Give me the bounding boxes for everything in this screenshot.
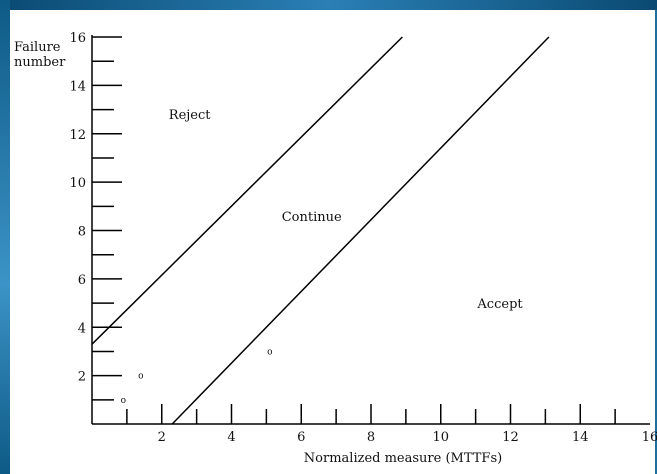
x-tick-label: 8	[367, 430, 375, 445]
reject-boundary-line	[91, 36, 403, 345]
chart-labels: Failure number Normalized measure (MTTFs…	[14, 40, 523, 466]
y-tick-label: 6	[78, 273, 86, 288]
y-tick-label: 10	[69, 176, 86, 191]
y-tick-label: 14	[69, 79, 86, 94]
data-point: o	[121, 396, 126, 406]
region-label-continue: Continue	[282, 210, 342, 225]
window-left-bar	[0, 0, 10, 474]
slide-area	[10, 10, 655, 474]
data-points: o o o	[121, 347, 273, 405]
y-tick-label: 8	[78, 225, 86, 240]
accept-boundary-line	[171, 36, 550, 425]
y-axis-title-line1: Failure	[14, 40, 61, 55]
y-axis-title-line2: number	[14, 55, 66, 70]
x-tick-label: 14	[572, 430, 589, 445]
y-tick-label: 16	[69, 31, 86, 46]
region-label-reject: Reject	[169, 108, 211, 123]
ticks: 2 4 6 8 10 12 14 16 2 4 6 8 10 12 14 16	[69, 31, 657, 445]
x-tick-label: 10	[432, 430, 449, 445]
x-tick-label: 6	[297, 430, 305, 445]
region-label-accept: Accept	[476, 297, 523, 312]
boundary-lines	[91, 36, 550, 425]
y-tick-label: 12	[69, 128, 86, 143]
y-tick-label: 2	[78, 370, 86, 385]
window-top-bar	[0, 0, 657, 10]
x-tick-label: 12	[502, 430, 519, 445]
x-tick-label: 4	[227, 430, 235, 445]
data-point: o	[267, 347, 272, 357]
data-point: o	[138, 372, 143, 382]
x-axis-title: Normalized measure (MTTFs)	[304, 451, 502, 466]
y-tick-label: 4	[78, 321, 86, 336]
axes	[91, 35, 650, 425]
x-tick-label: 2	[158, 430, 166, 445]
x-tick-label: 16	[642, 430, 657, 445]
